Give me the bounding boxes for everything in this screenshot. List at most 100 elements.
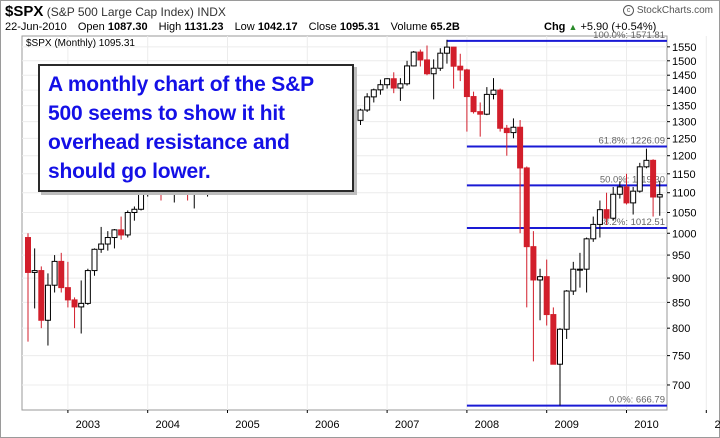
candle	[557, 328, 563, 406]
candle	[131, 206, 138, 221]
fib-level-label: 100.0%: 1571.81	[593, 30, 665, 41]
up-arrow-icon: ▲	[568, 22, 578, 32]
logo-text: StockCharts.com	[636, 5, 713, 16]
y-tick-label: 700	[672, 380, 690, 392]
candle	[38, 266, 45, 329]
candle-body	[477, 111, 484, 115]
candle-body	[44, 284, 51, 321]
low-value: 1042.17	[257, 21, 298, 33]
candle-body	[357, 109, 364, 121]
candle	[490, 78, 497, 100]
candle-body	[636, 166, 643, 192]
candle	[463, 68, 470, 132]
candle	[437, 48, 444, 71]
candle	[357, 108, 364, 125]
candle-body	[78, 302, 85, 308]
candle	[583, 237, 590, 293]
candle	[636, 162, 643, 193]
candle	[78, 280, 85, 334]
x-axis: 2003 2004 2005 2006 2007 2008 2009 2010 2011	[67, 410, 720, 431]
fibonacci-levels: 100.0%: 1571.81 61.8%: 1226.09 50.0%: 1119…	[446, 30, 667, 407]
x-tick-label: 2004	[155, 419, 179, 431]
stockcharts-logo: c StockCharts.com	[623, 5, 713, 16]
candle-body	[557, 328, 563, 365]
candle-body	[64, 287, 71, 301]
candle-body	[610, 193, 617, 219]
candle	[443, 39, 450, 64]
quote-date: 22-Jun-2010	[5, 21, 67, 33]
index-name: (S&P 500 Large Cap Index)	[46, 5, 194, 19]
candle-body	[430, 67, 437, 75]
candle	[397, 78, 404, 101]
candle	[570, 261, 577, 295]
volume-label: Volume	[390, 21, 428, 33]
candle	[510, 118, 517, 139]
candle	[51, 255, 58, 293]
candle-body	[51, 260, 58, 286]
fib-level-label: 61.8%: 1226.09	[598, 136, 665, 147]
y-tick-label: 1550	[672, 42, 696, 54]
open-label: Open	[77, 21, 105, 33]
y-tick-label: 1350	[672, 101, 696, 113]
candle-body	[104, 237, 111, 245]
candle-body	[98, 243, 105, 250]
y-tick-label: 750	[672, 351, 690, 363]
candle-body	[390, 78, 397, 89]
y-tick-label: 1200	[672, 151, 696, 163]
low-label: Low	[234, 21, 255, 33]
candle-body	[410, 51, 417, 67]
candle	[537, 268, 544, 321]
y-tick-label: 1450	[672, 70, 696, 82]
chart-legend: $SPX (Monthly) 1095.31	[26, 38, 135, 49]
candle	[656, 180, 663, 216]
fib-level-label: 0.0%: 666.79	[609, 395, 665, 406]
candle	[118, 216, 125, 240]
candle-body	[377, 84, 384, 91]
x-tick-label: 2010	[634, 419, 658, 431]
candle-body	[537, 276, 544, 281]
candle	[470, 91, 477, 114]
candle-body	[84, 270, 91, 304]
x-tick-label: 2003	[76, 419, 100, 431]
candle	[450, 46, 457, 89]
candle-body	[510, 126, 517, 134]
candle	[497, 88, 504, 132]
fib-level-label: 38.2%: 1012.51	[598, 217, 665, 228]
candle-body	[623, 186, 630, 204]
candle	[616, 181, 623, 199]
candle-body	[364, 96, 371, 111]
candle-body	[384, 78, 391, 86]
y-tick-label: 850	[672, 297, 690, 309]
candle-body	[31, 270, 38, 273]
candle-body	[630, 190, 637, 204]
candle-body	[656, 194, 663, 198]
candle	[523, 166, 530, 308]
candle-body	[370, 89, 377, 98]
callout-text: A monthly chart of the S&P 500 seems to …	[48, 73, 314, 183]
candle	[596, 200, 603, 238]
candle-body	[596, 209, 603, 225]
candle-body	[443, 46, 450, 54]
candle-body	[437, 52, 444, 69]
candle	[124, 210, 131, 238]
y-tick-label: 800	[672, 323, 690, 335]
candle-body	[543, 276, 550, 316]
candle	[477, 102, 484, 137]
y-tick-label: 1300	[672, 117, 696, 129]
candle	[44, 273, 51, 346]
candle-body	[570, 268, 577, 292]
candle-body	[470, 96, 477, 113]
candle	[603, 192, 610, 225]
candle-body	[576, 268, 583, 271]
candle-body	[550, 314, 557, 365]
volume-value: 65.2B	[430, 21, 460, 33]
candle	[404, 60, 411, 86]
candle	[31, 248, 38, 309]
close-label: Close	[308, 21, 337, 33]
y-tick-label: 1500	[672, 56, 696, 68]
candle-body	[616, 186, 623, 195]
candle	[417, 49, 424, 67]
candle	[543, 259, 550, 326]
candle-body	[650, 159, 657, 198]
y-tick-label: 1000	[672, 228, 696, 240]
